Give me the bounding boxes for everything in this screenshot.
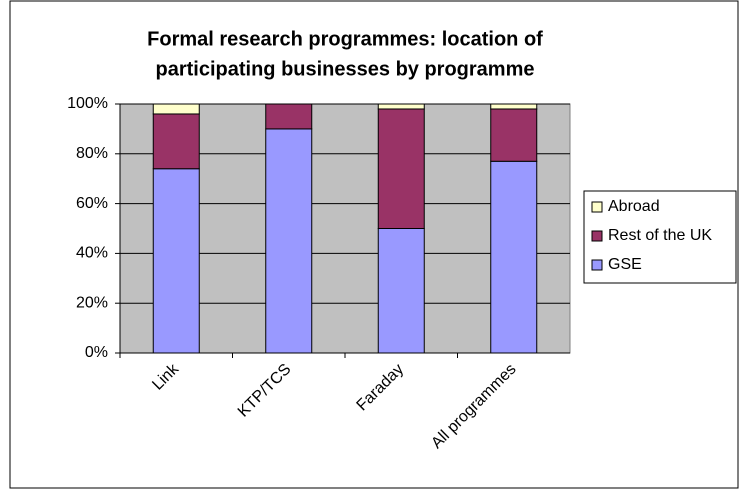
bar-segment: [152, 113, 200, 170]
legend-swatch: [591, 230, 603, 242]
bar-segment: [152, 103, 200, 115]
bar-segment: [490, 108, 538, 162]
y-tick-label: 100%: [67, 95, 108, 112]
chart-title: Formal research programmes: location of: [147, 28, 543, 50]
chart-title: participating businesses by programme: [156, 58, 535, 80]
bar-segment: [377, 103, 425, 110]
legend-label: Rest of the UK: [608, 227, 712, 244]
bar-segment: [265, 128, 313, 354]
bar-segment: [265, 103, 313, 130]
bar-segment: [490, 103, 538, 110]
y-tick-label: 60%: [76, 195, 108, 212]
legend-box: [583, 190, 737, 284]
y-tick-label: 20%: [76, 294, 108, 311]
legend-swatch: [591, 259, 603, 271]
y-tick-label: 0%: [85, 344, 108, 361]
legend-swatch: [591, 201, 603, 213]
y-tick-label: 80%: [76, 145, 108, 162]
bar-segment: [490, 160, 538, 354]
legend-label: GSE: [608, 256, 642, 273]
y-tick-label: 40%: [76, 245, 108, 262]
bar-segment: [377, 108, 425, 229]
legend-label: Abroad: [608, 198, 660, 215]
bar-segment: [377, 228, 425, 354]
bar-segment: [152, 168, 200, 354]
